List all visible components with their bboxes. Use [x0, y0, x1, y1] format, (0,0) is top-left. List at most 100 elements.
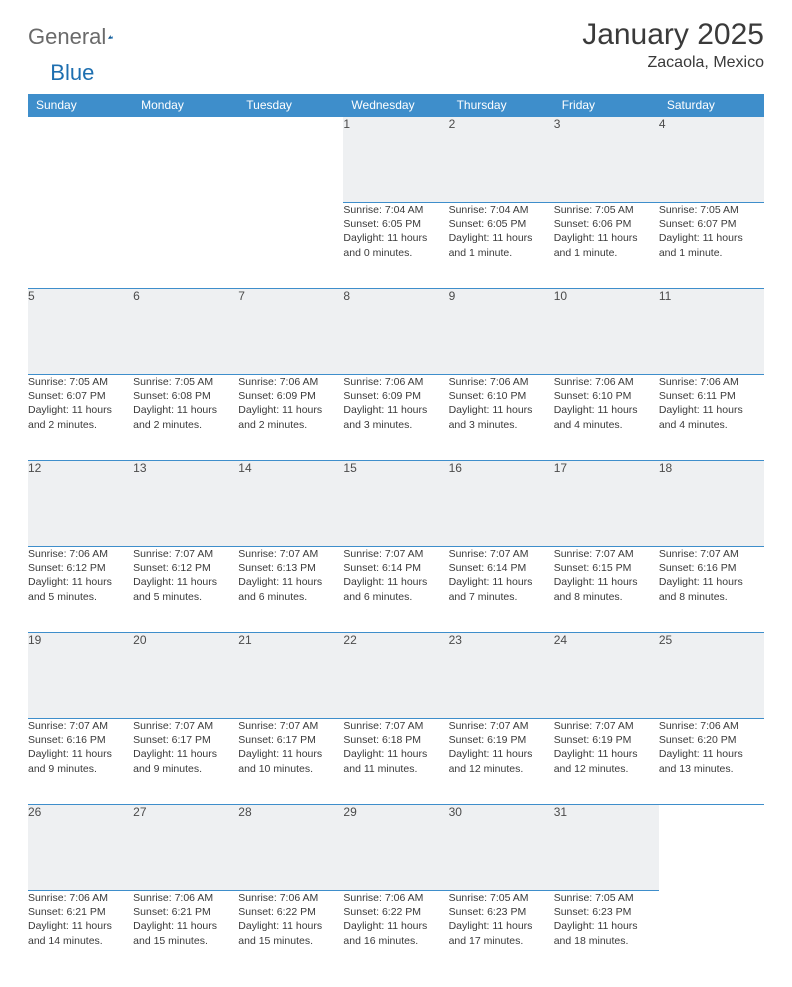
daylight-text-2: and 2 minutes. — [133, 418, 238, 432]
sunrise-text: Sunrise: 7:06 AM — [343, 891, 448, 905]
day-detail-cell: Sunrise: 7:06 AMSunset: 6:20 PMDaylight:… — [659, 719, 764, 805]
sunset-text: Sunset: 6:23 PM — [554, 905, 659, 919]
sunrise-text: Sunrise: 7:06 AM — [659, 375, 764, 389]
day-number-cell: 20 — [133, 633, 238, 719]
daylight-text-1: Daylight: 11 hours — [659, 231, 764, 245]
sunset-text: Sunset: 6:07 PM — [28, 389, 133, 403]
day-number-cell: 8 — [343, 289, 448, 375]
weekday-header: Friday — [554, 94, 659, 117]
day-number-cell: 23 — [449, 633, 554, 719]
daylight-text-2: and 3 minutes. — [449, 418, 554, 432]
day-detail-row: Sunrise: 7:06 AMSunset: 6:21 PMDaylight:… — [28, 891, 764, 977]
sunset-text: Sunset: 6:14 PM — [449, 561, 554, 575]
sunset-text: Sunset: 6:12 PM — [133, 561, 238, 575]
sunset-text: Sunset: 6:06 PM — [554, 217, 659, 231]
day-detail-cell: Sunrise: 7:07 AMSunset: 6:19 PMDaylight:… — [554, 719, 659, 805]
day-detail-cell: Sunrise: 7:06 AMSunset: 6:10 PMDaylight:… — [449, 375, 554, 461]
day-number-cell: 4 — [659, 117, 764, 203]
daylight-text-1: Daylight: 11 hours — [343, 231, 448, 245]
sunrise-text: Sunrise: 7:06 AM — [133, 891, 238, 905]
sunset-text: Sunset: 6:16 PM — [28, 733, 133, 747]
daylight-text-2: and 4 minutes. — [554, 418, 659, 432]
day-detail-cell: Sunrise: 7:06 AMSunset: 6:22 PMDaylight:… — [238, 891, 343, 977]
daylight-text-1: Daylight: 11 hours — [659, 747, 764, 761]
daylight-text-1: Daylight: 11 hours — [133, 919, 238, 933]
logo: General — [28, 18, 134, 50]
sunset-text: Sunset: 6:10 PM — [554, 389, 659, 403]
sunset-text: Sunset: 6:08 PM — [133, 389, 238, 403]
daylight-text-1: Daylight: 11 hours — [554, 231, 659, 245]
day-detail-cell: Sunrise: 7:07 AMSunset: 6:15 PMDaylight:… — [554, 547, 659, 633]
day-detail-cell: Sunrise: 7:06 AMSunset: 6:10 PMDaylight:… — [554, 375, 659, 461]
sunrise-text: Sunrise: 7:07 AM — [133, 547, 238, 561]
sunset-text: Sunset: 6:21 PM — [133, 905, 238, 919]
day-detail-cell — [133, 203, 238, 289]
month-title: January 2025 — [582, 18, 764, 52]
day-detail-cell: Sunrise: 7:05 AMSunset: 6:23 PMDaylight:… — [554, 891, 659, 977]
sunrise-text: Sunrise: 7:05 AM — [554, 203, 659, 217]
daylight-text-2: and 9 minutes. — [28, 762, 133, 776]
weekday-header: Tuesday — [238, 94, 343, 117]
day-number-cell — [659, 805, 764, 891]
day-detail-cell — [238, 203, 343, 289]
daylight-text-2: and 13 minutes. — [659, 762, 764, 776]
day-number-cell — [28, 117, 133, 203]
daylight-text-2: and 0 minutes. — [343, 246, 448, 260]
daylight-text-1: Daylight: 11 hours — [28, 747, 133, 761]
sunrise-text: Sunrise: 7:07 AM — [554, 719, 659, 733]
calendar-page: General January 2025 Zacaola, Mexico Gen… — [0, 0, 792, 987]
daylight-text-2: and 2 minutes. — [238, 418, 343, 432]
daylight-text-2: and 11 minutes. — [343, 762, 448, 776]
weekday-header: Thursday — [449, 94, 554, 117]
day-detail-cell — [659, 891, 764, 977]
day-number-cell: 22 — [343, 633, 448, 719]
sunset-text: Sunset: 6:23 PM — [449, 905, 554, 919]
day-detail-cell: Sunrise: 7:05 AMSunset: 6:23 PMDaylight:… — [449, 891, 554, 977]
daylight-text-1: Daylight: 11 hours — [28, 403, 133, 417]
sunset-text: Sunset: 6:10 PM — [449, 389, 554, 403]
weekday-header: Sunday — [28, 94, 133, 117]
daylight-text-1: Daylight: 11 hours — [133, 575, 238, 589]
daylight-text-1: Daylight: 11 hours — [238, 575, 343, 589]
day-number-row: 567891011 — [28, 289, 764, 375]
weekday-header: Monday — [133, 94, 238, 117]
sunset-text: Sunset: 6:15 PM — [554, 561, 659, 575]
day-number-cell: 16 — [449, 461, 554, 547]
day-detail-cell: Sunrise: 7:07 AMSunset: 6:16 PMDaylight:… — [28, 719, 133, 805]
day-detail-row: Sunrise: 7:07 AMSunset: 6:16 PMDaylight:… — [28, 719, 764, 805]
sunrise-text: Sunrise: 7:07 AM — [449, 719, 554, 733]
day-detail-cell: Sunrise: 7:06 AMSunset: 6:09 PMDaylight:… — [238, 375, 343, 461]
sunrise-text: Sunrise: 7:06 AM — [449, 375, 554, 389]
day-number-cell: 19 — [28, 633, 133, 719]
daylight-text-2: and 18 minutes. — [554, 934, 659, 948]
day-number-cell: 12 — [28, 461, 133, 547]
daylight-text-2: and 1 minute. — [449, 246, 554, 260]
daylight-text-1: Daylight: 11 hours — [659, 403, 764, 417]
sunrise-text: Sunrise: 7:05 AM — [28, 375, 133, 389]
sunset-text: Sunset: 6:05 PM — [449, 217, 554, 231]
day-number-cell: 1 — [343, 117, 448, 203]
day-detail-cell: Sunrise: 7:07 AMSunset: 6:12 PMDaylight:… — [133, 547, 238, 633]
day-number-cell — [238, 117, 343, 203]
daylight-text-1: Daylight: 11 hours — [133, 403, 238, 417]
day-detail-cell: Sunrise: 7:07 AMSunset: 6:14 PMDaylight:… — [343, 547, 448, 633]
day-number-cell: 28 — [238, 805, 343, 891]
sunrise-text: Sunrise: 7:04 AM — [449, 203, 554, 217]
sunset-text: Sunset: 6:09 PM — [343, 389, 448, 403]
day-number-cell: 25 — [659, 633, 764, 719]
daylight-text-1: Daylight: 11 hours — [343, 575, 448, 589]
daylight-text-2: and 1 minute. — [659, 246, 764, 260]
daylight-text-2: and 7 minutes. — [449, 590, 554, 604]
sunrise-text: Sunrise: 7:07 AM — [343, 547, 448, 561]
weekday-header-row: Sunday Monday Tuesday Wednesday Thursday… — [28, 94, 764, 117]
calendar-body: 1234Sunrise: 7:04 AMSunset: 6:05 PMDayli… — [28, 117, 764, 977]
sunset-text: Sunset: 6:07 PM — [659, 217, 764, 231]
sunset-text: Sunset: 6:16 PM — [659, 561, 764, 575]
daylight-text-1: Daylight: 11 hours — [343, 403, 448, 417]
sunrise-text: Sunrise: 7:06 AM — [28, 891, 133, 905]
daylight-text-2: and 2 minutes. — [28, 418, 133, 432]
day-number-cell: 27 — [133, 805, 238, 891]
daylight-text-2: and 12 minutes. — [449, 762, 554, 776]
sunrise-text: Sunrise: 7:07 AM — [554, 547, 659, 561]
day-detail-cell: Sunrise: 7:04 AMSunset: 6:05 PMDaylight:… — [449, 203, 554, 289]
